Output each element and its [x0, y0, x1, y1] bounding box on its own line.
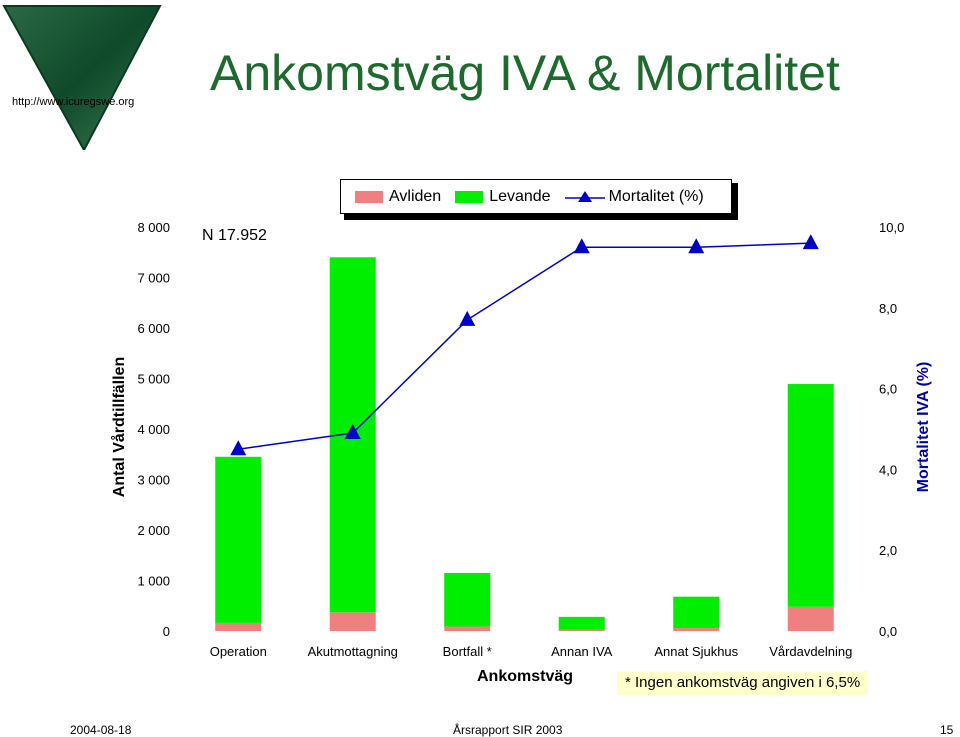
x-tick-label: Bortfall *: [443, 644, 492, 659]
x-tick-label: Operation: [210, 644, 267, 659]
legend-item-levande: Levande: [455, 187, 551, 206]
bar-avliden: [444, 626, 491, 631]
bar-levande: [215, 456, 262, 623]
y2-axis-label: Mortalitet IVA (%): [915, 361, 932, 493]
legend-label-levande: Levande: [489, 187, 551, 205]
bar-avliden: [787, 606, 834, 631]
y-tick-label: 4 000: [137, 422, 170, 437]
footnote: * Ingen ankomstväg angiven i 6,5%: [617, 671, 869, 695]
y2-tick-label: 2,0: [879, 543, 897, 558]
y2-tick-label: 10,0: [879, 220, 904, 235]
bar-avliden: [215, 622, 262, 631]
marker-mortalitet: [230, 440, 247, 456]
n-annotation: N 17.952: [202, 227, 267, 244]
legend-item-mortalitet: Mortalitet (%): [564, 187, 704, 206]
legend-label-mortalitet: Mortalitet (%): [608, 187, 704, 205]
legend-line-mortalitet: [564, 190, 605, 202]
marker-mortalitet: [459, 310, 476, 326]
marker-mortalitet: [688, 238, 705, 254]
page-title: Ankomstväg IVA & Mortalitet: [210, 45, 840, 101]
marker-mortalitet: [344, 424, 361, 440]
y-tick-label: 6 000: [137, 321, 170, 336]
logo-triangle: [2, 5, 162, 150]
y-tick-label: 2 000: [137, 523, 170, 538]
y2-tick-label: 6,0: [879, 382, 897, 397]
y-tick-label: 5 000: [137, 372, 170, 387]
line-mortalitet: [238, 242, 811, 450]
y2-tick-label: 4,0: [879, 462, 897, 477]
bar-levande: [558, 616, 605, 630]
legend-swatch-avliden: [355, 190, 383, 203]
y-tick-label: 3 000: [137, 473, 170, 488]
y2-tick-label: 8,0: [879, 301, 897, 316]
y-tick-label: 7 000: [137, 271, 170, 286]
marker-mortalitet: [802, 234, 819, 250]
x-tick-label: Annan IVA: [551, 644, 613, 659]
bar-levande: [787, 384, 834, 607]
chart-legend: Avliden Levande Mortalitet (%): [340, 179, 732, 214]
bar-avliden: [558, 629, 605, 631]
x-tick-label: Annat Sjukhus: [654, 644, 738, 659]
footer-report: Årsrapport SIR 2003: [453, 723, 563, 737]
y-tick-label: 1 000: [137, 574, 170, 589]
x-tick-label: Vårdavdelning: [769, 644, 852, 659]
y-tick-label: 0: [163, 624, 170, 639]
y2-tick-label: 0,0: [879, 624, 897, 639]
bar-avliden: [673, 627, 720, 631]
logo-url: http://www.icuregswe.org: [12, 96, 135, 108]
x-axis-label: Ankomstväg: [476, 668, 574, 685]
footer-page: 15: [940, 723, 954, 737]
legend-label-avliden: Avliden: [389, 187, 442, 205]
footer-date: 2004-08-18: [70, 723, 132, 737]
y-tick-label: 8 000: [137, 220, 170, 235]
x-tick-label: Akutmottagning: [308, 644, 398, 659]
bar-avliden: [329, 612, 376, 631]
bar-levande: [444, 572, 491, 627]
marker-mortalitet: [573, 238, 590, 254]
bar-levande: [673, 596, 720, 628]
legend-swatch-levande: [455, 190, 484, 203]
y-axis-label: Antal Vårdtillfällen: [111, 356, 128, 498]
legend-item-avliden: Avliden: [355, 188, 441, 206]
